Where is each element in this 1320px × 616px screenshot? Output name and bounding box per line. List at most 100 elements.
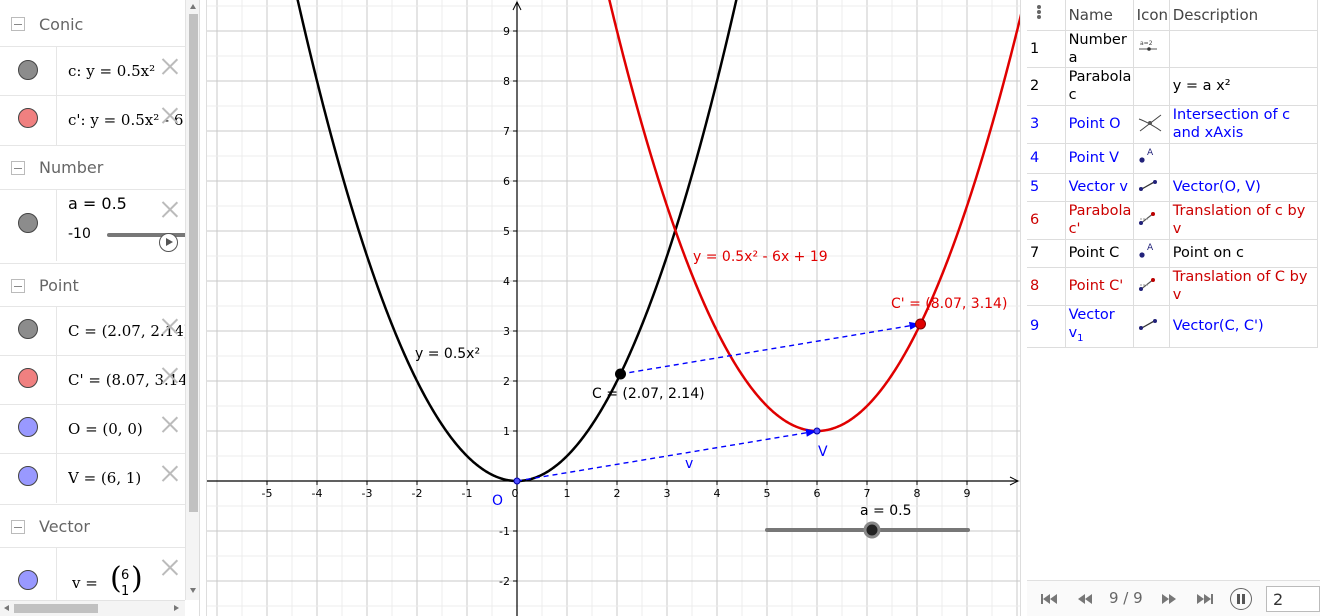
delete-icon[interactable] [161, 464, 179, 482]
algebra-item-text[interactable]: C = (2.07, 2.14) [68, 322, 186, 340]
protocol-row[interactable]: 9 Vector v1 Vector(C, C') [1027, 305, 1319, 349]
algebra-item-text[interactable]: V = (6, 1) [68, 469, 142, 487]
delete-icon[interactable] [161, 57, 179, 75]
axes [207, 0, 1020, 616]
translate-icon [1133, 267, 1170, 306]
group-vector[interactable]: Vector [0, 504, 185, 548]
collapse-toggle-icon[interactable] [11, 278, 25, 293]
protocol-row[interactable]: 2 Parabola c y = a x² [1027, 67, 1319, 106]
visibility-toggle-icon[interactable] [18, 319, 38, 339]
coordinate-plot[interactable]: -5 -4 -3 -2 -1 0 1 2 3 4 5 6 7 8 9 -2 -1 1 2 3 4 5 6 7 8 9 y = 0.… [207, 0, 1020, 616]
visibility-toggle-icon[interactable] [18, 417, 38, 437]
more-vertical-icon[interactable] [1037, 4, 1043, 22]
scroll-up-icon[interactable] [190, 4, 196, 9]
vertical-scrollbar[interactable] [185, 0, 199, 600]
point-C-prime [915, 318, 926, 330]
algebra-item-text[interactable]: a = 0.5 [68, 194, 127, 213]
row-number: 6 [1027, 201, 1066, 240]
horizontal-scrollbar[interactable] [0, 600, 185, 616]
pause-icon[interactable] [1230, 588, 1252, 610]
algebra-view: Conic c: y = 0.5x² c': y = 0.5x² - 6 Num… [0, 0, 200, 616]
algebra-item-a[interactable]: a = 0.5 -10 [0, 189, 187, 261]
last-step-icon[interactable] [1195, 591, 1215, 607]
visibility-toggle-icon[interactable] [18, 466, 38, 486]
slider-handle [863, 521, 881, 539]
next-step-icon[interactable] [1159, 591, 1179, 607]
algebra-item-c[interactable]: c: y = 0.5x² [0, 46, 185, 96]
algebra-item-c-prime[interactable]: c': y = 0.5x² - 6 [0, 95, 185, 145]
algebra-item-C-prime[interactable]: C' = (8.07, 3.14) [0, 355, 186, 405]
svg-text:a=2: a=2 [1140, 40, 1153, 47]
protocol-row[interactable]: 7 Point C A Point on c [1027, 239, 1319, 268]
protocol-row[interactable]: 4 Point V A [1027, 143, 1319, 174]
algebra-item-C[interactable]: C = (2.07, 2.14) [0, 306, 186, 356]
label-parabola-c-prime: y = 0.5x² - 6x + 19 [693, 249, 828, 265]
collapse-toggle-icon[interactable] [11, 519, 25, 534]
delete-icon[interactable] [161, 366, 179, 384]
algebra-item-text[interactable]: v = [72, 574, 98, 592]
graphics-view[interactable]: -5 -4 -3 -2 -1 0 1 2 3 4 5 6 7 8 9 -2 -1 1 2 3 4 5 6 7 8 9 y = 0.… [207, 0, 1020, 616]
row-description: y = a x² [1169, 67, 1319, 106]
empty-icon [1133, 67, 1170, 106]
play-speed-input[interactable] [1266, 586, 1320, 612]
visibility-toggle-icon[interactable] [18, 213, 38, 233]
scroll-left-icon[interactable] [4, 605, 9, 611]
row-name: Number a [1065, 30, 1134, 68]
collapse-toggle-icon[interactable] [11, 17, 25, 31]
visibility-toggle-icon[interactable] [18, 570, 38, 590]
scrollbar-thumb[interactable] [14, 604, 98, 613]
visibility-toggle-icon[interactable] [18, 60, 38, 80]
protocol-row[interactable]: 1 Number a a=2 [1027, 30, 1319, 68]
visibility-toggle-icon[interactable] [18, 108, 38, 128]
x-tick-label: -5 [262, 487, 273, 500]
algebra-item-V[interactable]: V = (6, 1) [0, 453, 185, 503]
algebra-item-text[interactable]: C' = (8.07, 3.14) [68, 371, 186, 389]
vector-bracket-left: ( [110, 561, 122, 596]
collapse-toggle-icon[interactable] [11, 160, 25, 175]
label-point-C-prime: C' = (8.07, 3.14) [891, 296, 1007, 312]
label-point-V: V [818, 444, 828, 460]
previous-step-icon[interactable] [1075, 591, 1095, 607]
row-number: 1 [1027, 30, 1066, 68]
x-tick-label: 5 [764, 487, 771, 500]
header-description: Description [1169, 0, 1319, 31]
protocol-row[interactable]: 3 Point O Intersection of c and xAxis [1027, 105, 1319, 144]
row-name: Parabola c [1065, 67, 1134, 106]
delete-icon[interactable] [161, 415, 179, 433]
visibility-toggle-icon[interactable] [18, 368, 38, 388]
algebra-item-v[interactable]: v = ( 6 1 ) [0, 547, 185, 607]
algebra-item-text[interactable]: c': y = 0.5x² - 6 [68, 111, 184, 129]
svg-text:A: A [1147, 243, 1154, 253]
first-step-icon[interactable] [1039, 591, 1059, 607]
x-tick-label: -4 [312, 487, 323, 500]
play-icon[interactable] [159, 233, 178, 252]
row-number: 8 [1027, 267, 1066, 306]
panel-divider[interactable] [200, 0, 207, 616]
algebra-item-text[interactable]: O = (0, 0) [68, 420, 143, 438]
protocol-row[interactable]: 8 Point C' Translation of C by v [1027, 267, 1319, 306]
algebra-item-text[interactable]: c: y = 0.5x² [68, 62, 156, 80]
group-point[interactable]: Point [0, 263, 185, 307]
vector-v1 [620, 325, 910, 375]
scroll-right-icon[interactable] [174, 605, 179, 611]
protocol-row[interactable]: 6 Parabola c' Translation of c by v [1027, 201, 1319, 240]
delete-icon[interactable] [161, 558, 179, 576]
scrollbar-thumb[interactable] [189, 14, 198, 512]
group-conic[interactable]: Conic [0, 2, 185, 46]
y-tick-label: -2 [499, 575, 510, 588]
protocol-row[interactable]: 5 Vector v Vector(O, V) [1027, 173, 1319, 202]
x-tick-label: -2 [412, 487, 423, 500]
vector-bracket-right: ) [131, 561, 143, 596]
delete-icon[interactable] [161, 200, 179, 218]
delete-icon[interactable] [161, 317, 179, 335]
row-description: Point on c [1169, 239, 1319, 268]
delete-icon[interactable] [161, 106, 179, 124]
panel-divider[interactable] [1020, 0, 1027, 616]
algebra-item-O[interactable]: O = (0, 0) [0, 404, 185, 454]
row-number: 9 [1027, 305, 1066, 349]
group-number[interactable]: Number [0, 145, 185, 189]
scroll-down-icon[interactable] [190, 588, 196, 593]
row-description: Translation of C by v [1169, 267, 1319, 306]
column-menu[interactable] [1027, 0, 1066, 31]
slider-track[interactable] [107, 233, 187, 237]
